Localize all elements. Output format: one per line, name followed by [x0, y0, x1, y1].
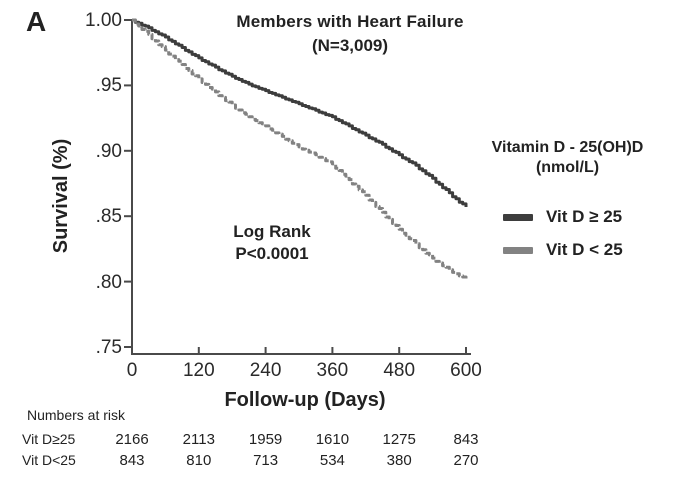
legend-label-vitd-lt-25: Vit D < 25 — [546, 240, 623, 259]
x-tick-label: 0 — [126, 360, 138, 381]
risk-count: 1610 — [315, 431, 350, 448]
x-tick-label: 120 — [182, 360, 215, 381]
x-tick-label: 360 — [316, 360, 349, 381]
legend-label-vitd-ge-25: Vit D ≥ 25 — [546, 207, 623, 226]
series-swatch-vitd-ge-25 — [503, 213, 533, 221]
series-swatch-vitd-lt-25 — [503, 246, 533, 254]
chart-subtitle: (N=3,009) — [311, 36, 389, 55]
risk-count: 534 — [319, 452, 345, 469]
chart-title: Members with Heart Failure — [236, 12, 464, 31]
x-tick-label: 240 — [249, 360, 282, 381]
log-rank-line2: P<0.0001 — [235, 244, 309, 263]
y-axis-label: Survival (%) — [50, 138, 72, 254]
y-tick-label: .90 — [95, 140, 122, 162]
risk-row-label-vitd-ge-25: Vit D≥25 — [22, 431, 76, 447]
risk-count: 380 — [386, 452, 412, 469]
risk-count: 2113 — [182, 431, 215, 448]
risk-count: 270 — [453, 452, 479, 469]
legend-item-vitd-ge-25: Vit D ≥ 25 — [503, 204, 670, 230]
risk-count: 843 — [119, 452, 145, 469]
risk-count: 2166 — [115, 431, 149, 448]
x-axis-label: Follow-up (Days) — [224, 389, 386, 411]
legend-item-vitd-lt-25: Vit D < 25 — [503, 237, 670, 263]
risk-count: 810 — [186, 452, 212, 469]
risk-row-label-vitd-lt-25: Vit D<25 — [22, 452, 76, 468]
x-tick-label: 480 — [383, 360, 416, 381]
numbers-at-risk-label: Numbers at risk — [27, 407, 126, 423]
panel-label: A — [26, 6, 47, 37]
legend-title-line2: (nmol/L) — [535, 159, 600, 176]
log-rank-line1: Log Rank — [233, 222, 311, 241]
risk-count: 843 — [453, 431, 479, 448]
log-rank-annotation: Log Rank P<0.0001 — [197, 221, 347, 265]
legend-items: Vit D ≥ 25 Vit D < 25 — [465, 204, 670, 263]
legend-title-line1: Vitamin D - 25(OH)D — [491, 139, 644, 156]
y-tick-label: .80 — [95, 271, 122, 293]
risk-count: 1959 — [248, 431, 283, 448]
risk-count: 1275 — [382, 431, 416, 448]
y-tick-label: .85 — [95, 206, 122, 228]
y-tick-label: .95 — [95, 75, 122, 97]
y-tick-label: .75 — [95, 337, 122, 358]
risk-count: 713 — [253, 452, 279, 469]
y-tick-label: 1.00 — [85, 10, 122, 31]
x-tick-label: 600 — [450, 360, 482, 381]
legend: Vitamin D - 25(OH)D (nmol/L) Vit D ≥ 25 … — [465, 138, 670, 270]
